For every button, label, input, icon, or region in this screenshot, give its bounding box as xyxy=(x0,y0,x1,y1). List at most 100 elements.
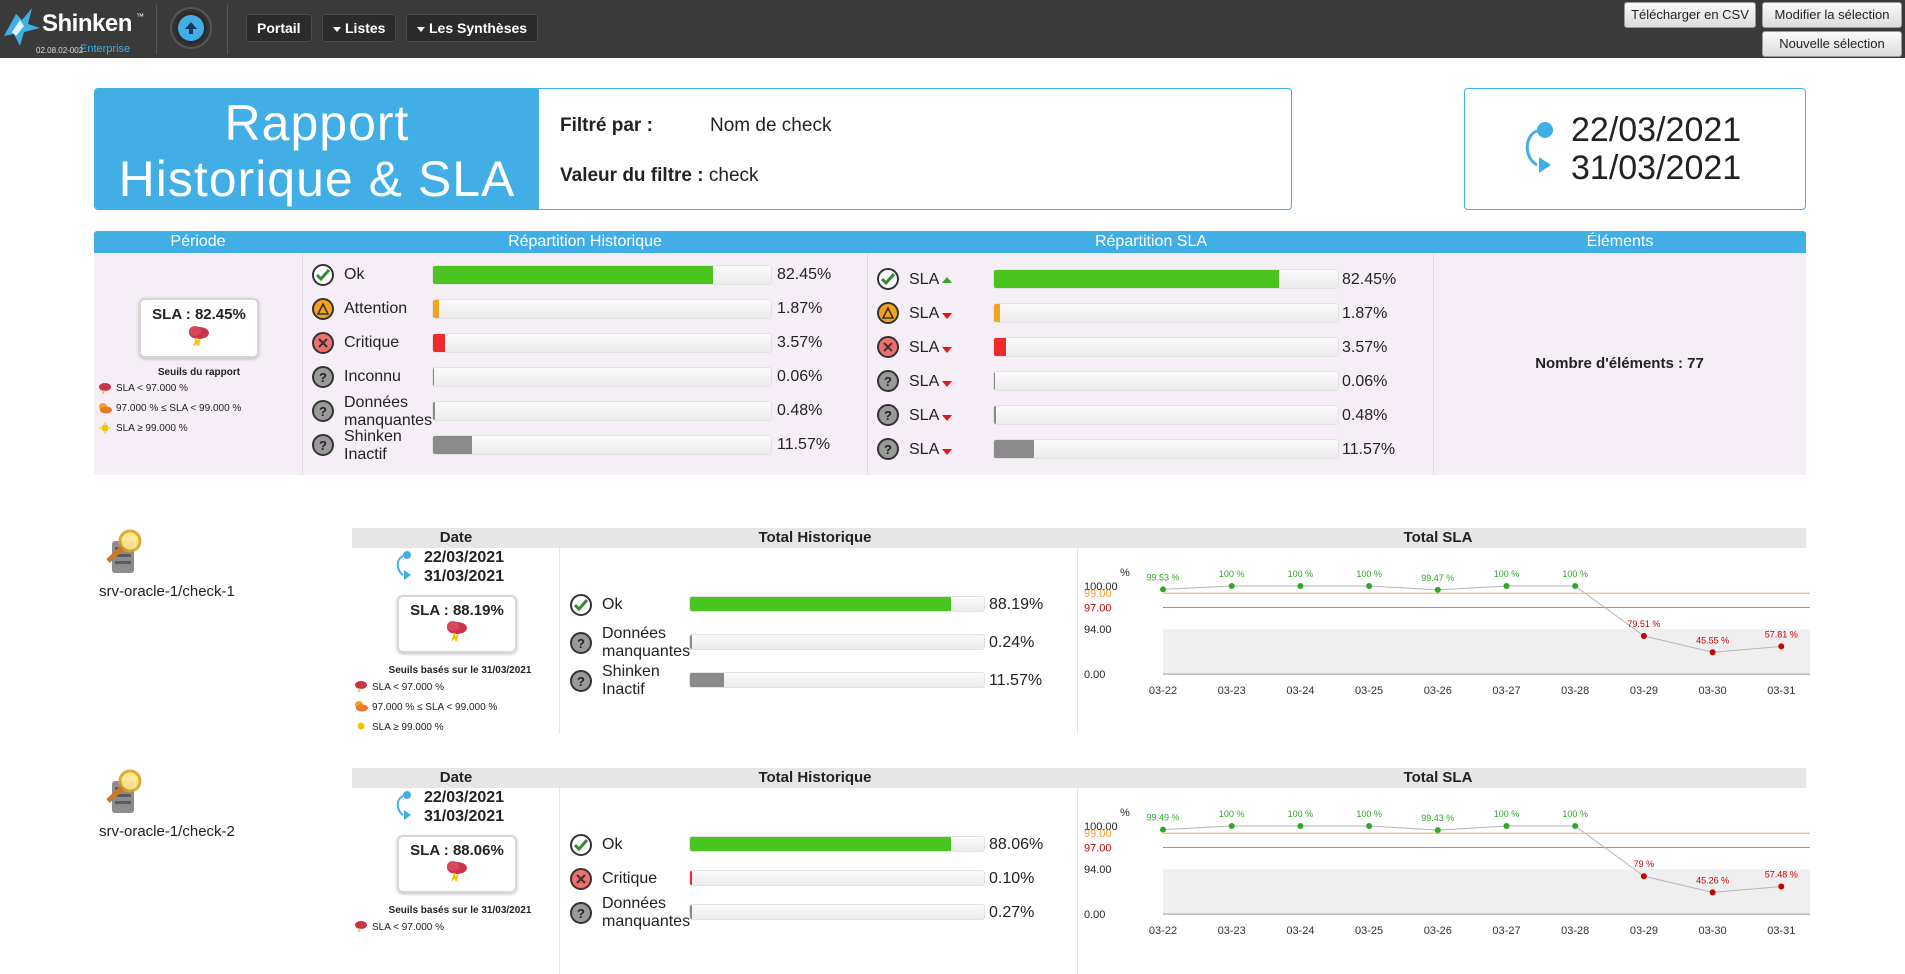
chart-plot-band xyxy=(1163,629,1810,675)
progress-bar xyxy=(689,672,985,688)
chart-point xyxy=(1160,826,1166,833)
chart-y-tick: 97.00 xyxy=(1084,843,1112,855)
arrow-up-icon xyxy=(178,15,204,41)
check-row-percent: 11.57% xyxy=(989,672,1043,689)
threshold-ok: SLA ≥ 99.000 % xyxy=(98,422,188,434)
chart-point xyxy=(1366,583,1373,589)
check-thresholds-title: Seuils basés sur le 31/03/2021 xyxy=(388,665,532,676)
nav-portail[interactable]: Portail xyxy=(246,14,312,42)
date-range-icon xyxy=(1525,122,1553,173)
date-range-icon xyxy=(394,550,416,589)
filter-value-row: Valeur du filtre : check xyxy=(560,165,759,187)
check-name[interactable]: srv-oracle-1/check-2 xyxy=(99,823,235,840)
download-csv-button[interactable]: Télécharger en CSV xyxy=(1624,2,1756,28)
chart-point xyxy=(1228,823,1235,829)
storm-cloud-icon xyxy=(399,859,515,886)
chart-y-tick: 97.00 xyxy=(1084,603,1112,615)
check-threshold: 97.000 % ≤ SLA < 99.000 % xyxy=(354,700,497,715)
elements-count: Nombre d'éléments : 77 xyxy=(1535,355,1704,372)
chart-x-tick: 03-30 xyxy=(1699,925,1727,937)
top-navbar: Shinken ™ 02.08.02-002 Enterprise Portai… xyxy=(0,0,1905,58)
chart-x-tick: 03-23 xyxy=(1218,685,1246,697)
chart-x-tick: 03-22 xyxy=(1149,925,1177,937)
check-date-end: 31/03/2021 xyxy=(424,568,505,585)
chart-data-label: 79 % xyxy=(1634,859,1655,869)
nav-syntheses[interactable]: Les Synthèses xyxy=(406,14,539,42)
server-search-icon xyxy=(98,767,150,822)
progress-bar xyxy=(432,299,772,319)
sla-row-label-text: SLA xyxy=(909,441,940,458)
check-row-percent: 0.24% xyxy=(989,634,1035,651)
check-circle-icon xyxy=(570,834,592,856)
check-row-percent: 0.10% xyxy=(989,870,1035,887)
critical-icon xyxy=(877,336,899,358)
progress-fill xyxy=(690,871,692,885)
column-divider xyxy=(559,548,560,734)
filter-value: check xyxy=(708,165,759,186)
check-row-percent: 88.19% xyxy=(989,596,1044,613)
threshold-warning-text: 97.000 % ≤ SLA < 99.000 % xyxy=(116,402,242,414)
check-thresholds-title: Seuils basés sur le 31/03/2021 xyxy=(388,905,532,916)
progress-fill xyxy=(994,440,1035,458)
check-row-percent: 0.27% xyxy=(989,904,1035,921)
history-row-label: Ok xyxy=(344,266,365,283)
question-icon: ? xyxy=(570,670,592,692)
check-threshold: SLA < 97.000 % xyxy=(354,680,444,695)
progress-bar xyxy=(432,333,772,353)
go-up-button[interactable] xyxy=(170,7,212,49)
new-selection-button[interactable]: Nouvelle sélection xyxy=(1762,31,1902,57)
check-circle-icon xyxy=(877,268,899,290)
chart-point xyxy=(1228,583,1235,589)
nav-listes-label: Listes xyxy=(345,20,386,36)
history-row-percent: 1.87% xyxy=(777,300,823,317)
chart-point xyxy=(1160,586,1166,593)
column-divider xyxy=(1077,548,1078,734)
threshold-critical-text: SLA < 97.000 % xyxy=(116,382,189,394)
storm-cloud-icon xyxy=(399,619,515,646)
question-icon: ? xyxy=(312,400,334,422)
history-row-percent: 82.45% xyxy=(777,266,832,283)
nav-divider xyxy=(227,4,228,54)
chart-data-label: 100 % xyxy=(1494,569,1520,579)
progress-bar xyxy=(432,401,772,421)
header-period: Période xyxy=(170,233,226,250)
chart-point xyxy=(1503,583,1510,589)
trend-down-icon xyxy=(942,313,953,319)
chart-x-tick: 03-31 xyxy=(1767,685,1795,697)
chart-point xyxy=(1297,583,1304,589)
sla-row-percent: 3.57% xyxy=(1342,339,1388,356)
progress-fill xyxy=(433,300,440,318)
storm-cloud-icon xyxy=(189,326,209,347)
chart-x-tick: 03-25 xyxy=(1355,925,1383,937)
storm-icon xyxy=(354,680,368,695)
nav-listes[interactable]: Listes xyxy=(322,14,397,42)
column-divider xyxy=(302,253,303,475)
chart-point xyxy=(1572,583,1579,589)
chart-point xyxy=(1640,873,1647,880)
report-title-card: Rapport Historique & SLA Filtré par : Nom… xyxy=(94,88,1292,210)
chart-y-label: % xyxy=(1120,568,1130,579)
trend-down-icon xyxy=(942,347,953,353)
warning-icon xyxy=(877,302,899,324)
progress-fill xyxy=(690,905,692,919)
chart-data-label: 45.55 % xyxy=(1696,635,1729,645)
sla-row-percent: 0.48% xyxy=(1342,407,1388,424)
chart-y-tick: 99.00 xyxy=(1084,828,1112,840)
sla-row-label: SLA xyxy=(909,271,953,289)
check-sla-box: SLA : 88.19% xyxy=(397,595,517,653)
server-search-icon xyxy=(98,527,150,582)
sun-icon xyxy=(99,422,111,434)
check-name[interactable]: srv-oracle-1/check-1 xyxy=(99,583,235,600)
shinken-logo[interactable]: Shinken ™ 02.08.02-002 Enterprise xyxy=(2,6,150,55)
report-date-card: 22/03/2021 31/03/2021 xyxy=(1464,88,1806,210)
version-label: 02.08.02-002 xyxy=(36,46,84,55)
thresholds-title: Seuils du rapport xyxy=(157,367,241,378)
history-row-label: Inconnu xyxy=(344,368,401,385)
chart-series-line xyxy=(1162,585,1782,653)
chart-point xyxy=(1778,643,1785,650)
modify-selection-button[interactable]: Modifier la sélection xyxy=(1762,2,1902,28)
trend-down-icon xyxy=(942,415,953,421)
progress-fill xyxy=(994,270,1280,288)
chart-x-tick: 03-23 xyxy=(1218,925,1246,937)
